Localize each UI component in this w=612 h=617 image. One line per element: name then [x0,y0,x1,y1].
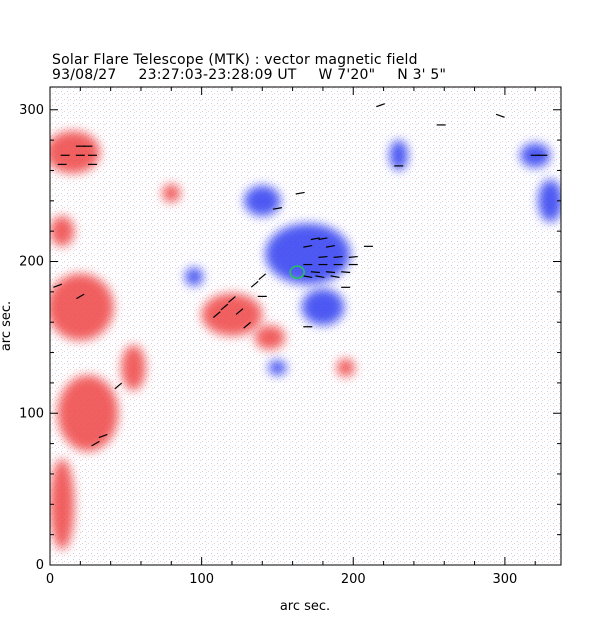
negative-polarity-region [184,267,204,286]
field-vector [310,237,320,241]
latitude-label: N 3' 5" [397,67,447,83]
field-vector [243,321,251,329]
negative-polarity-region [265,223,351,285]
positive-polarity-region [162,184,181,203]
longitude-label: W 7'20" [318,67,376,83]
y-axis-label: arc sec. [0,301,14,351]
field-vector [318,255,328,258]
positive-polarity-region [50,458,75,550]
field-vector [341,271,351,274]
observation-date: 93/08/27 [52,67,117,83]
field-vector [303,244,313,248]
x-axis-label: arc sec. [280,599,330,614]
field-vector [495,113,505,118]
y-tick-label: 300 [19,103,44,118]
flare-location-marker [289,265,305,279]
field-vector [295,191,305,195]
field-vector [325,271,336,274]
y-tick-label: 100 [19,406,44,421]
plot-frame [49,86,562,566]
x-tick-label: 100 [189,572,214,587]
positive-polarity-region [57,375,119,452]
field-vector [250,280,259,288]
field-vector [318,237,328,241]
positive-polarity-region [50,273,114,341]
field-vector [235,308,244,315]
positive-polarity-region [121,344,146,391]
field-vector [76,293,85,300]
y-tick-label: 0 [36,558,44,573]
negative-polarity-region [538,179,561,223]
field-vector [272,207,282,210]
field-vector [114,382,123,390]
plot-title: Solar Flare Telescope (MTK) : vector mag… [52,52,418,68]
field-vector [315,275,325,279]
plot-background [50,87,561,565]
negative-polarity-region [301,288,345,326]
positive-polarity-region [50,215,75,247]
field-vector [258,273,267,281]
positive-polarity-region [50,131,101,174]
positive-polarity-region [336,358,355,377]
field-vector [348,255,358,258]
x-tick-label: 300 [492,572,517,587]
field-vector [376,103,385,108]
field-vector [333,255,343,258]
x-tick-label: 200 [341,572,366,587]
negative-polarity-region [389,140,408,171]
field-vector [212,311,221,318]
negative-polarity-region [268,360,287,376]
x-tick-label: 0 [46,572,54,587]
field-vector [98,433,108,439]
plot-subtitle: 93/08/27 23:27:03-23:28:09 UT W 7'20" N 3' … [52,67,446,83]
observation-time-range: 23:27:03-23:28:09 UT [138,67,297,83]
positive-polarity-region [254,325,286,350]
field-vector [325,244,336,248]
field-vector [91,440,100,447]
field-vector [303,275,313,279]
field-vector [228,296,236,303]
y-tick-label: 200 [19,255,44,270]
field-vector [310,271,320,274]
field-vector [53,283,63,288]
negative-polarity-region [244,185,281,216]
field-vector [220,303,229,311]
field-vector [330,275,340,279]
